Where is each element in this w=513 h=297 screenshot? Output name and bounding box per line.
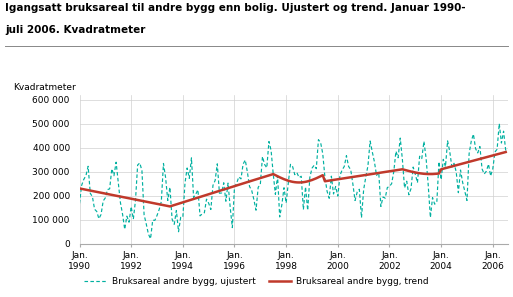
Bruksareal andre bygg, trend: [231, 184, 238, 188]
Bruksareal andre bygg, ujustert: [147, 237, 153, 241]
Text: Igangsatt bruksareal til andre bygg enn bolig. Ujustert og trend. Januar 1990-: Igangsatt bruksareal til andre bygg enn …: [5, 3, 466, 13]
Bruksareal andre bygg, ujustert: [496, 122, 502, 125]
Bruksareal andre bygg, ujustert: [447, 150, 453, 154]
Line: Bruksareal andre bygg, trend: Bruksareal andre bygg, trend: [80, 152, 506, 206]
Bruksareal andre bygg, trend: [167, 205, 173, 208]
Bruksareal andre bygg, trend: [447, 165, 453, 169]
Bruksareal andre bygg, ujustert: [296, 176, 302, 179]
Text: Kvadratmeter: Kvadratmeter: [13, 83, 76, 92]
Line: Bruksareal andre bygg, ujustert: Bruksareal andre bygg, ujustert: [80, 124, 506, 239]
Bruksareal andre bygg, ujustert: [503, 149, 509, 152]
Legend: Bruksareal andre bygg, ujustert, Bruksareal andre bygg, trend: Bruksareal andre bygg, ujustert, Bruksar…: [81, 273, 432, 290]
Bruksareal andre bygg, ujustert: [231, 185, 238, 189]
Bruksareal andre bygg, trend: [472, 158, 479, 162]
Bruksareal andre bygg, trend: [503, 150, 509, 154]
Bruksareal andre bygg, trend: [76, 187, 83, 190]
Bruksareal andre bygg, ujustert: [490, 167, 496, 170]
Bruksareal andre bygg, trend: [490, 154, 496, 157]
Bruksareal andre bygg, trend: [270, 172, 277, 176]
Bruksareal andre bygg, ujustert: [270, 172, 277, 176]
Bruksareal andre bygg, ujustert: [472, 147, 479, 151]
Bruksareal andre bygg, ujustert: [76, 202, 83, 205]
Bruksareal andre bygg, trend: [296, 181, 302, 184]
Text: juli 2006. Kvadratmeter: juli 2006. Kvadratmeter: [5, 25, 146, 35]
